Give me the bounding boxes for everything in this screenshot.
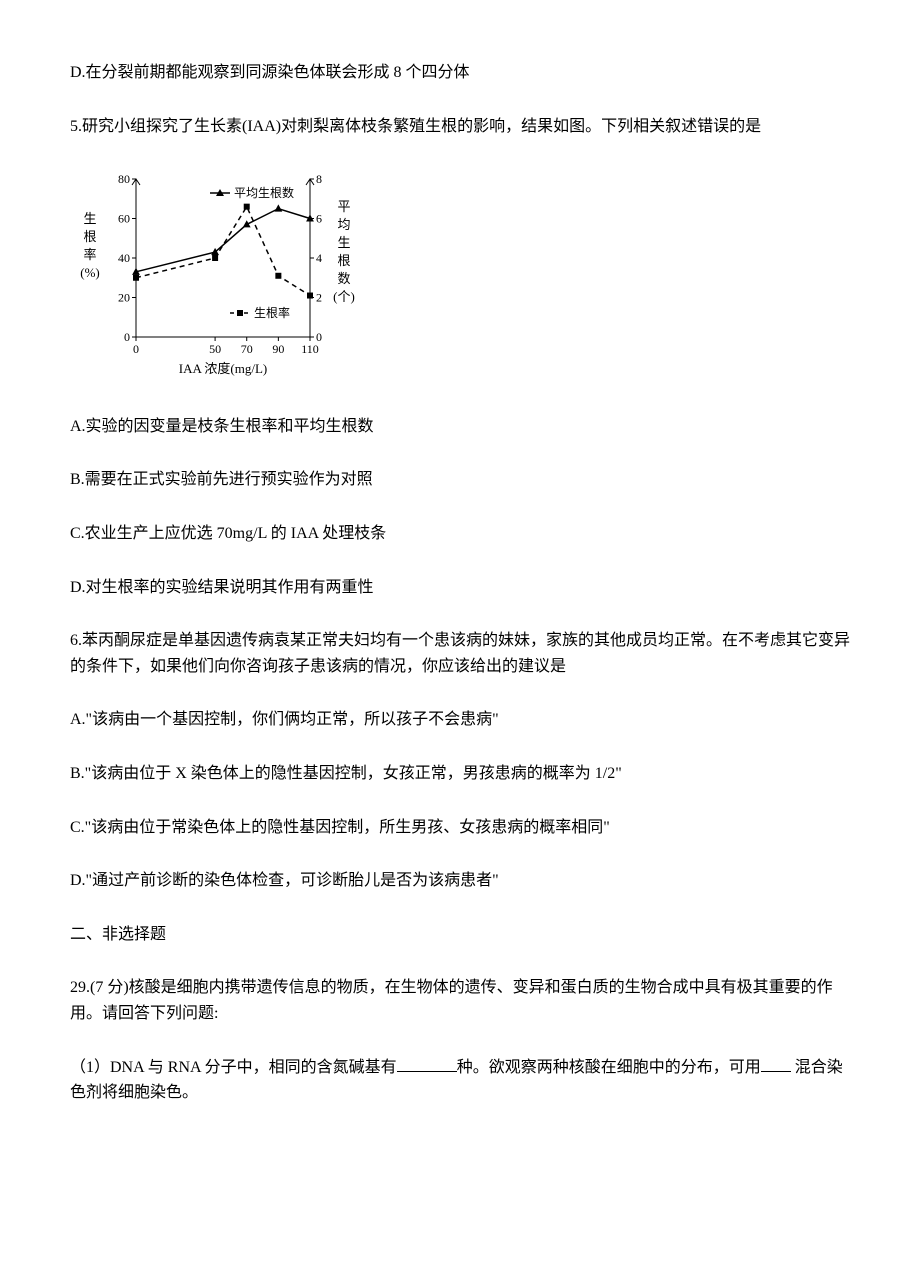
q5-option-d: D.对生根率的实验结果说明其作用有两重性 (70, 575, 850, 601)
svg-text:根: 根 (337, 253, 350, 268)
svg-text:60: 60 (118, 212, 130, 226)
svg-text:数: 数 (337, 271, 350, 286)
q29-sub1: （1）DNA 与 RNA 分子中，相同的含氮碱基有 种。欲观察两种核酸在细胞中的分… (70, 1055, 850, 1106)
svg-text:50: 50 (209, 342, 221, 356)
svg-text:率: 率 (83, 247, 96, 262)
q29-sub1-pre: （1）DNA 与 RNA 分子中，相同的含氮碱基有 (70, 1059, 397, 1076)
q5-option-b: B.需要在正式实验前先进行预实验作为对照 (70, 467, 850, 493)
q29-blank-1 (397, 1056, 457, 1072)
svg-text:2: 2 (316, 291, 322, 305)
svg-text:(%): (%) (80, 265, 100, 280)
q6-option-b: B."该病由位于 X 染色体上的隐性基因控制，女孩正常，男孩患病的概率为 1/2… (70, 761, 850, 787)
svg-text:4: 4 (316, 251, 322, 265)
q5-option-a: A.实验的因变量是枝条生根率和平均生根数 (70, 414, 850, 440)
svg-text:110: 110 (301, 342, 319, 356)
q5-stem: 5.研究小组探究了生长素(IAA)对刺梨离体枝条繁殖生根的影响，结果如图。下列相… (70, 114, 850, 140)
q6-stem: 6.苯丙酮尿症是单基因遗传病袁某正常夫妇均有一个患该病的妹妹，家族的其他成员均正… (70, 628, 850, 679)
svg-text:0: 0 (124, 330, 130, 344)
q5-chart: 020406080024680507090110IAA 浓度(mg/L)生根率(… (76, 167, 850, 386)
svg-text:90: 90 (272, 342, 284, 356)
svg-text:均: 均 (337, 217, 350, 232)
q6-option-d: D."通过产前诊断的染色体检查，可诊断胎儿是否为该病患者" (70, 868, 850, 894)
q4-option-d: D.在分裂前期都能观察到同源染色体联会形成 8 个四分体 (70, 60, 850, 86)
q29-blank-2 (761, 1056, 791, 1072)
svg-text:8: 8 (316, 172, 322, 186)
svg-text:平: 平 (337, 199, 350, 214)
q6-option-c: C."该病由位于常染色体上的隐性基因控制，所生男孩、女孩患病的概率相同" (70, 815, 850, 841)
svg-text:70: 70 (241, 342, 253, 356)
svg-text:40: 40 (118, 251, 130, 265)
svg-text:根: 根 (83, 229, 96, 244)
q29-stem: 29.(7 分)核酸是细胞内携带遗传信息的物质，在生物体的遗传、变异和蛋白质的生… (70, 975, 850, 1026)
svg-text:生: 生 (83, 211, 96, 226)
svg-text:(个): (个) (333, 289, 355, 304)
svg-text:6: 6 (316, 212, 322, 226)
svg-text:0: 0 (133, 342, 139, 356)
q5-option-c: C.农业生产上应优选 70mg/L 的 IAA 处理枝条 (70, 521, 850, 547)
q6-option-a: A."该病由一个基因控制，你们俩均正常，所以孩子不会患病" (70, 707, 850, 733)
svg-text:平均生根数: 平均生根数 (234, 185, 294, 200)
svg-text:IAA 浓度(mg/L): IAA 浓度(mg/L) (179, 361, 267, 376)
section2-title: 二、非选择题 (70, 922, 850, 948)
svg-text:80: 80 (118, 172, 130, 186)
svg-text:20: 20 (118, 291, 130, 305)
svg-text:生: 生 (337, 235, 350, 250)
svg-text:生根率: 生根率 (254, 305, 290, 320)
q29-sub1-mid: 种。欲观察两种核酸在细胞中的分布，可用 (457, 1059, 761, 1076)
q5-chart-svg: 020406080024680507090110IAA 浓度(mg/L)生根率(… (76, 167, 356, 377)
